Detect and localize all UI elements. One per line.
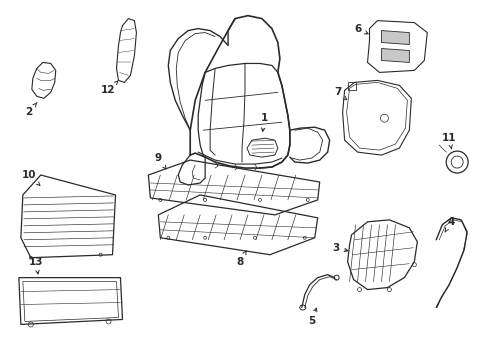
Text: 1: 1 bbox=[261, 113, 269, 131]
Text: 6: 6 bbox=[354, 24, 368, 34]
Text: 11: 11 bbox=[442, 133, 457, 149]
Text: 5: 5 bbox=[308, 308, 317, 327]
Text: 7: 7 bbox=[334, 87, 347, 100]
Text: 8: 8 bbox=[236, 251, 246, 267]
Text: 3: 3 bbox=[332, 243, 348, 253]
Text: 10: 10 bbox=[22, 170, 40, 185]
Text: 12: 12 bbox=[101, 81, 118, 95]
Polygon shape bbox=[382, 49, 409, 62]
Text: 2: 2 bbox=[25, 103, 37, 117]
Text: 4: 4 bbox=[445, 217, 455, 232]
Text: 13: 13 bbox=[28, 257, 43, 274]
Text: 9: 9 bbox=[155, 153, 166, 169]
Polygon shape bbox=[382, 31, 409, 45]
